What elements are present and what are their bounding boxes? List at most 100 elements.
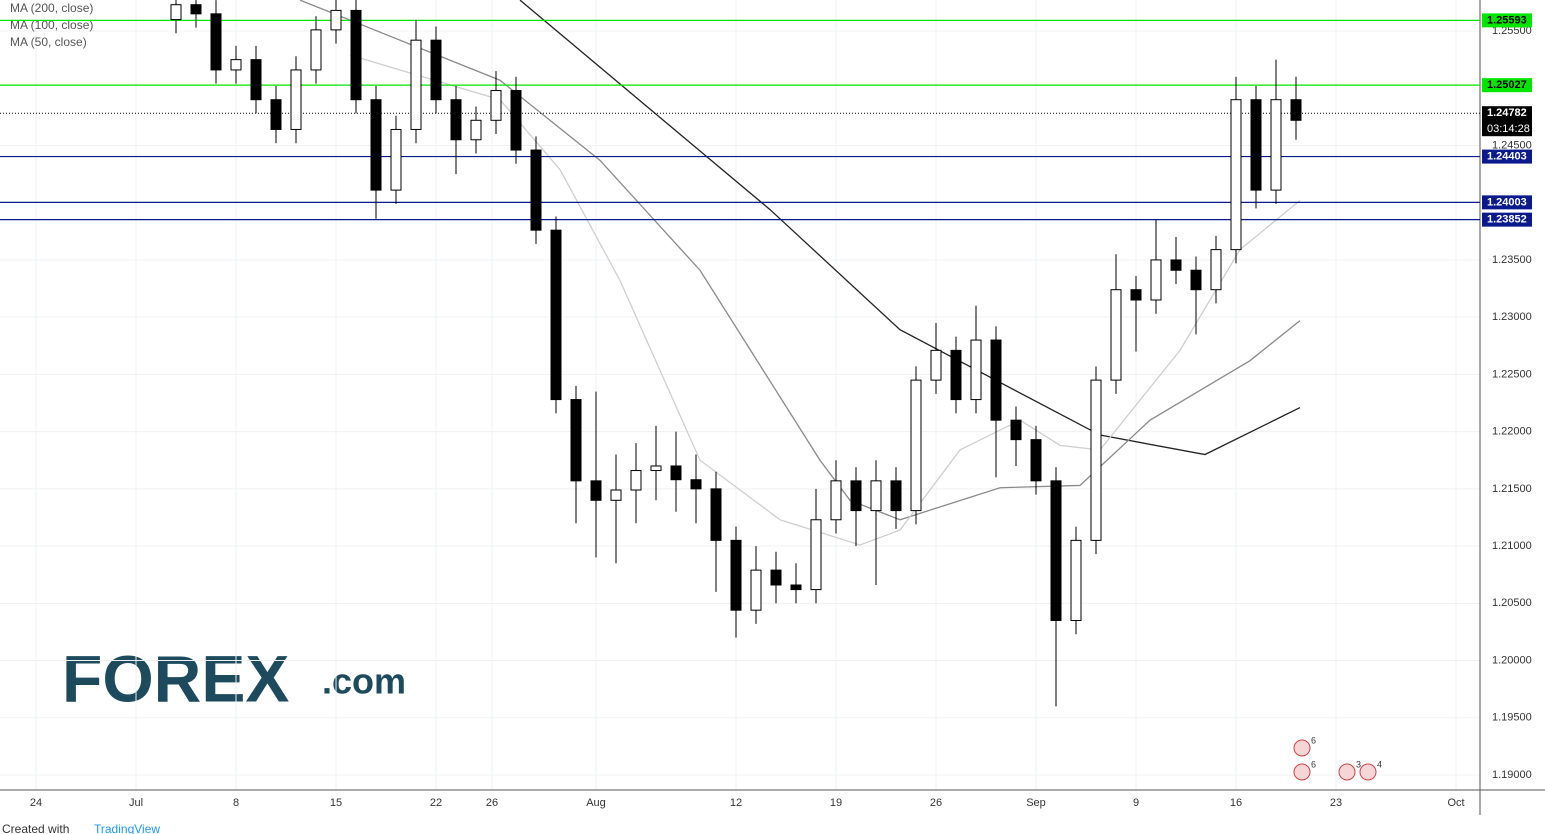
x-tick-label: 24: [30, 797, 42, 809]
y-tick-label: 1.24500: [1492, 139, 1532, 151]
candle-body: [470, 119, 482, 141]
y-tick-label: 1.22500: [1492, 368, 1532, 380]
candle-body: [350, 9, 362, 101]
current-price-label: 1.24782: [1487, 107, 1527, 119]
x-tick-label: 19: [830, 797, 842, 809]
x-tick-label: Sep: [1026, 797, 1046, 809]
legend-entry: MA (100, close): [10, 18, 93, 32]
x-tick-label: 8: [233, 797, 239, 809]
footer-brand: TradingView: [94, 822, 160, 834]
candle-body: [190, 4, 202, 15]
countdown-label: 03:14:28: [1487, 123, 1530, 135]
candle-body: [410, 39, 422, 130]
event-icon: [1338, 763, 1356, 781]
candle-body: [650, 465, 662, 472]
legend-entry: MA (50, close): [10, 35, 87, 49]
event-count: 3: [1356, 759, 1361, 769]
level-label: 1.25593: [1487, 14, 1527, 26]
candle-body: [1090, 379, 1102, 541]
x-tick-label: 15: [330, 797, 342, 809]
candle-body: [750, 569, 762, 611]
candle-body: [830, 480, 842, 521]
y-tick-label: 1.20000: [1492, 654, 1532, 666]
candle-body: [270, 99, 282, 130]
candle-body: [610, 489, 622, 501]
candle-body: [990, 339, 1002, 421]
level-label-box: [1482, 195, 1532, 210]
candle-body: [1290, 99, 1302, 121]
event-icon: [1359, 763, 1377, 781]
candle-body: [1070, 539, 1082, 621]
x-tick-label: 16: [1230, 797, 1242, 809]
candle-body: [950, 349, 962, 401]
x-tick-label: 12: [730, 797, 742, 809]
candle-body: [690, 479, 702, 490]
level-label-box: [1482, 149, 1532, 164]
candle-body: [1110, 289, 1122, 381]
y-tick-label: 1.23000: [1492, 311, 1532, 323]
candle-body: [1270, 99, 1282, 191]
candle-body: [1170, 259, 1182, 271]
y-tick-label: 1.19000: [1492, 769, 1532, 781]
candle-body: [770, 569, 782, 586]
level-label-box: [1482, 78, 1532, 93]
candle-body: [370, 99, 382, 191]
event-count: 6: [1311, 735, 1316, 745]
event-icon: [1293, 739, 1311, 757]
candle-body: [1190, 269, 1202, 291]
candle-body: [870, 480, 882, 512]
level-label-box: [1482, 212, 1532, 227]
y-tick-label: 1.20500: [1492, 597, 1532, 609]
candle-body: [630, 470, 642, 491]
candle-body: [210, 13, 222, 71]
candle-body: [550, 229, 562, 401]
level-label-box: [1482, 13, 1532, 28]
x-tick-label: 22: [430, 797, 442, 809]
candle-body: [790, 584, 802, 591]
candle-body: [910, 379, 922, 512]
y-tick-label: 1.21000: [1492, 540, 1532, 552]
candle-body: [890, 480, 902, 512]
x-tick-label: 23: [1330, 797, 1342, 809]
event-count: 6: [1311, 759, 1316, 769]
y-tick-label: 1.23500: [1492, 254, 1532, 266]
candle-body: [810, 519, 822, 591]
y-tick-label: 1.21500: [1492, 483, 1532, 495]
candle-body: [1010, 419, 1022, 441]
moving-average: [519, 0, 1301, 456]
candle-body: [390, 128, 402, 191]
candle-body: [170, 4, 182, 21]
candle-body: [490, 90, 502, 121]
moving-average: [349, 54, 1301, 546]
candle-body: [1050, 480, 1062, 621]
logo-brand: FOREX: [62, 641, 289, 715]
level-label: 1.24403: [1487, 150, 1527, 162]
candle-body: [590, 480, 602, 501]
candle-body: [290, 69, 302, 130]
candle-body: [1030, 439, 1042, 482]
candle-body: [670, 465, 682, 481]
x-tick-label: Jul: [129, 797, 143, 809]
candle-body: [510, 90, 522, 151]
candle-body: [530, 149, 542, 231]
candle-body: [330, 9, 342, 31]
x-tick-label: 26: [930, 797, 942, 809]
candle-body: [430, 39, 442, 101]
candle-body: [710, 488, 722, 541]
footer-text: Created with: [2, 822, 69, 834]
candle-body: [230, 59, 242, 71]
logo-box: [38, 632, 438, 732]
candle-body: [1130, 289, 1142, 301]
candle-body: [930, 349, 942, 381]
candle-body: [450, 99, 462, 141]
level-label: 1.24003: [1487, 196, 1527, 208]
candle-body: [310, 29, 322, 71]
y-tick-label: 1.25500: [1492, 25, 1532, 37]
candle-body: [1250, 99, 1262, 191]
x-tick-label: Aug: [586, 797, 606, 809]
current-price-box: [1482, 106, 1532, 137]
candle-body: [970, 339, 982, 401]
x-tick-label: 9: [1133, 797, 1139, 809]
event-count: 4: [1377, 759, 1382, 769]
